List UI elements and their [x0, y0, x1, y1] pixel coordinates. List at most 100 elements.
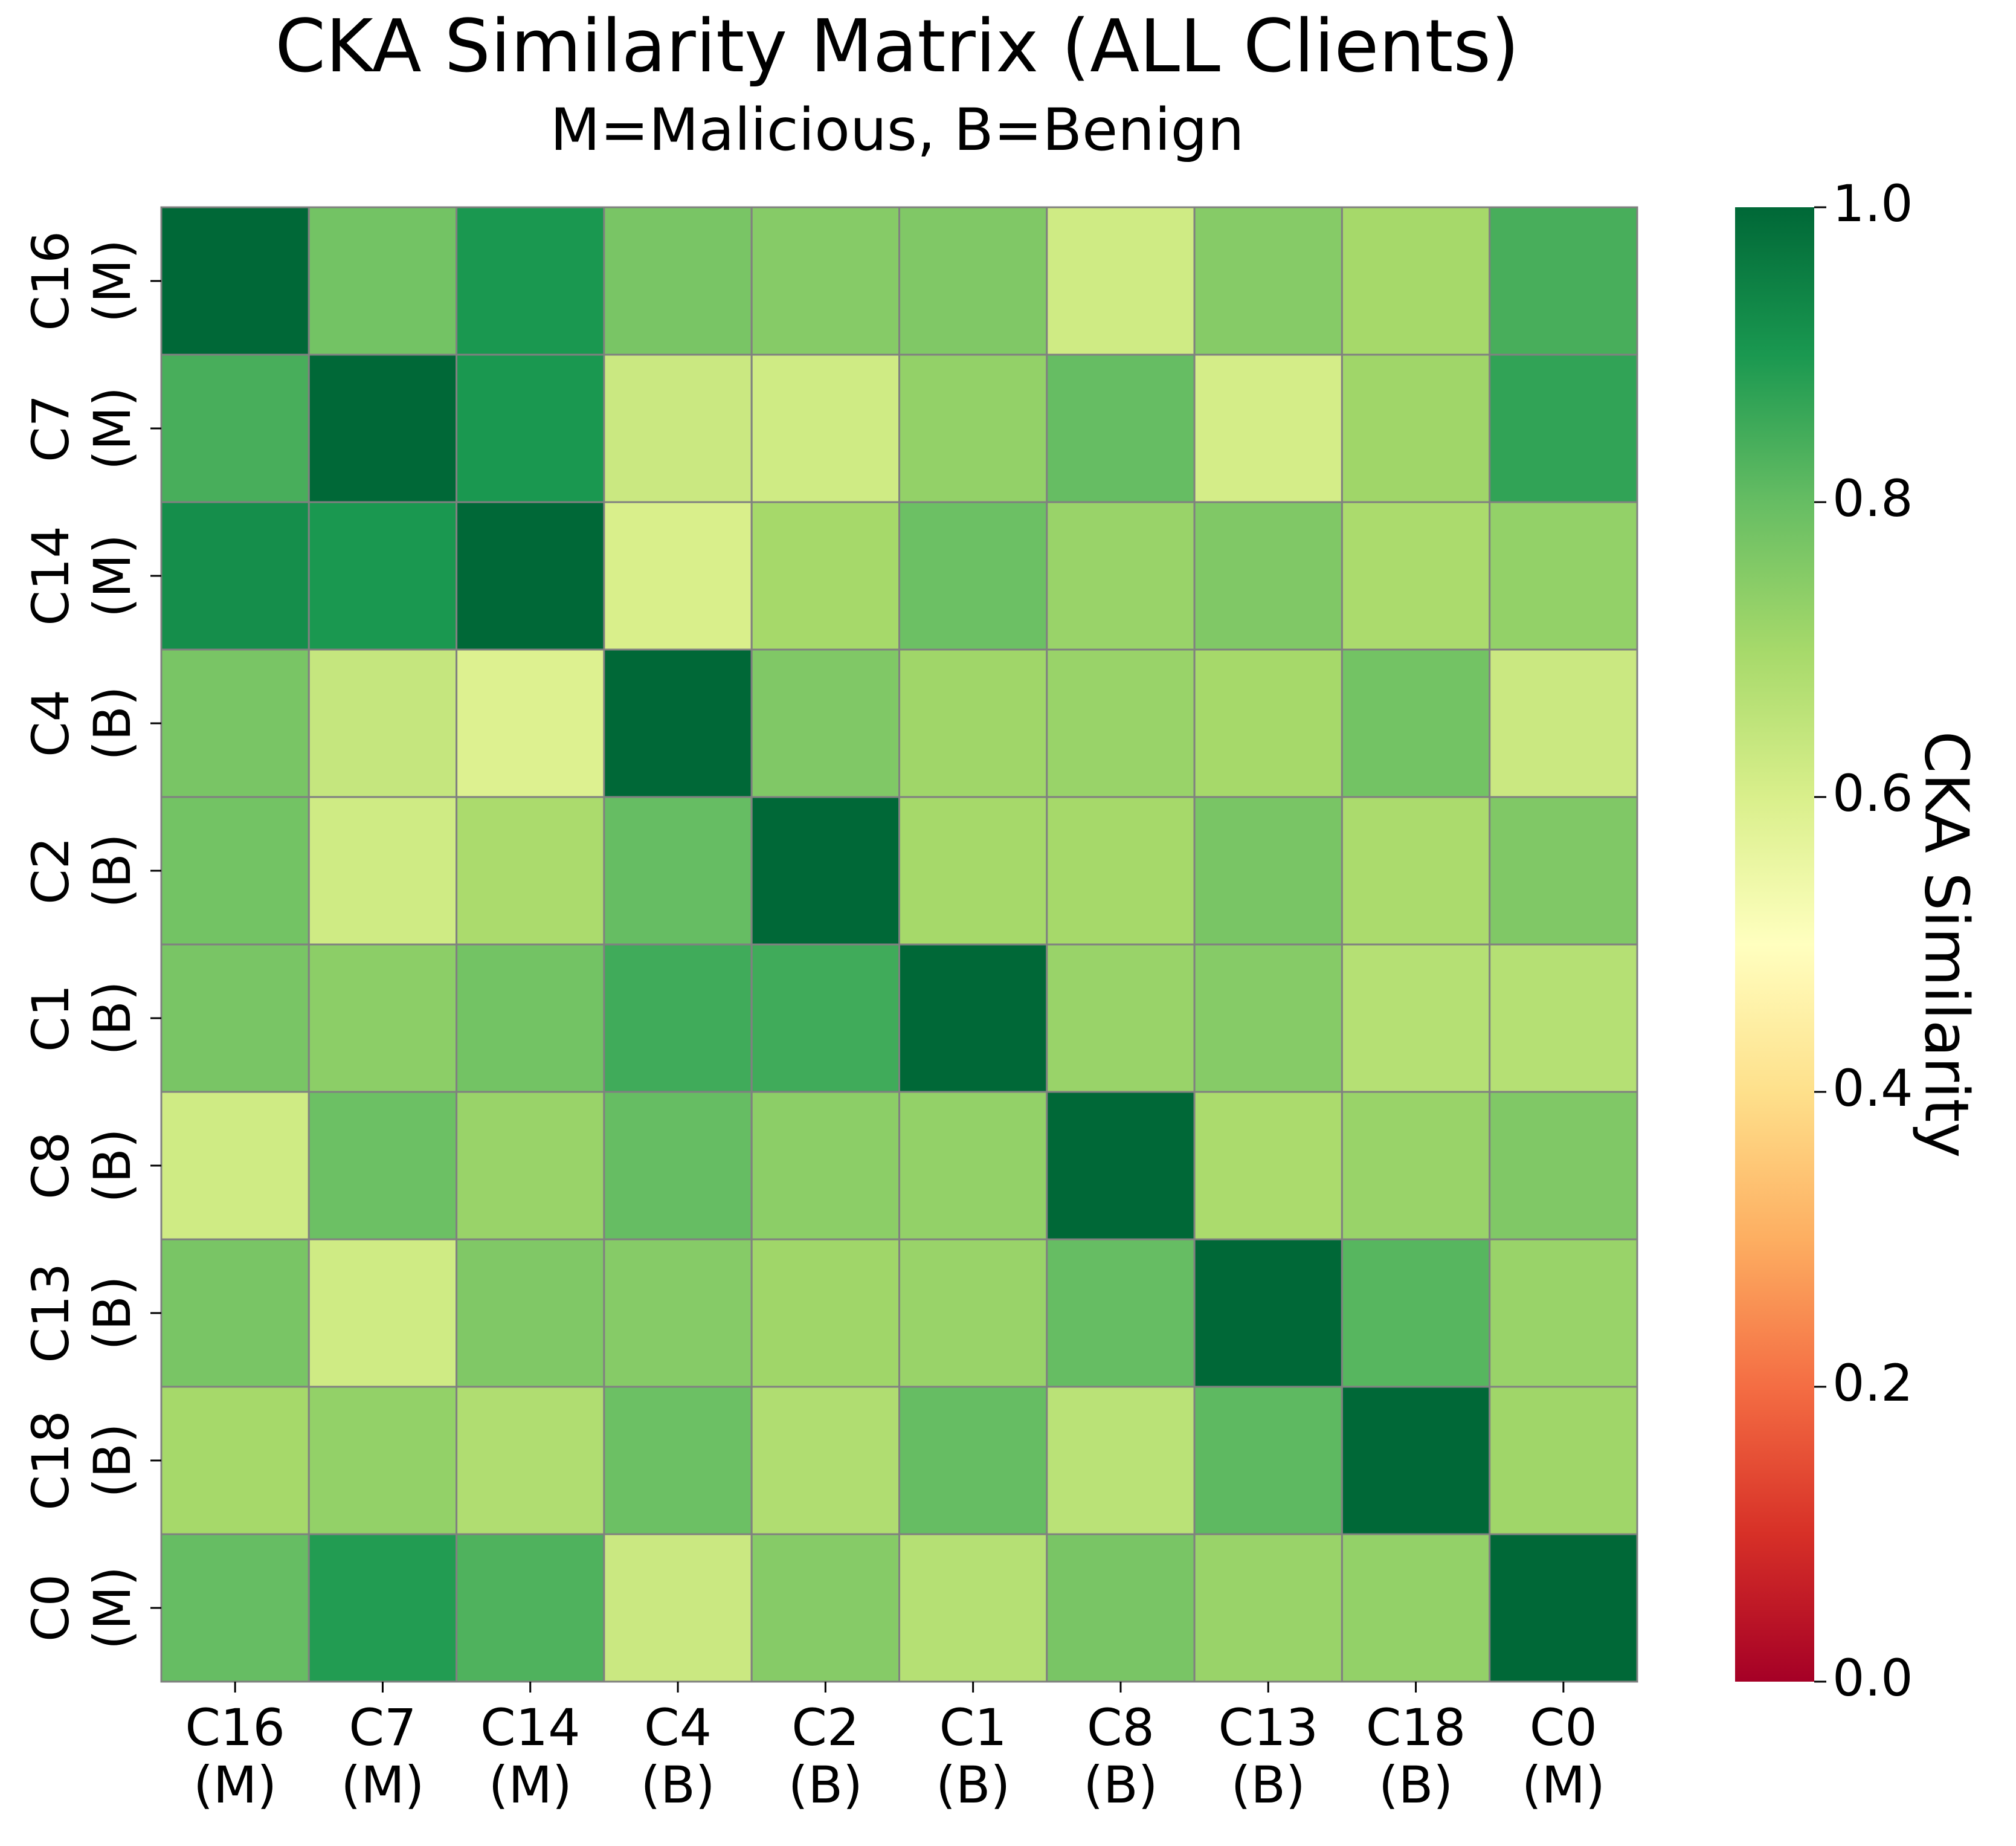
x-tick-label: C18	[1366, 1698, 1466, 1757]
y-tick-label: C18	[21, 1410, 80, 1511]
x-tick-label: C8	[1087, 1698, 1155, 1757]
heatmap-cell-C2-C4	[603, 796, 753, 946]
heatmap-cell-C18-C7	[308, 1386, 458, 1535]
x-axis-ticks: C16(M)C7(M)C14(M)C4(B)C2(B)C1(B)C8(B)C13…	[185, 1682, 1605, 1815]
heatmap-cell-C0-C13	[1193, 1533, 1343, 1683]
heatmap-cell-C2-C7	[308, 796, 458, 946]
heatmap-cell-C18-C0	[1489, 1386, 1638, 1535]
y-tick-label: C7	[21, 395, 80, 462]
heatmap-cell-C4-C0	[1489, 648, 1638, 798]
heatmap-cell-C7-C0	[1489, 353, 1638, 503]
x-tick-group: (B)	[640, 1755, 715, 1815]
x-tick-group: (M)	[341, 1755, 424, 1815]
heatmap-cell-C0-C16	[160, 1533, 310, 1683]
y-tick-group: (M)	[83, 1566, 142, 1650]
heatmap-cell-C0-C14	[456, 1533, 605, 1683]
heatmap-cell-C1-C2	[750, 943, 900, 1093]
heatmap-cell-C13-C2	[750, 1238, 900, 1388]
heatmap-cell-C16-C7	[308, 206, 458, 356]
heatmap-cell-C18-C8	[1046, 1386, 1196, 1535]
colorbar-tick-label: 0.6	[1832, 764, 1913, 823]
y-axis-ticks: C16 (M)C7 (M)C14 (M)C4 (B)C2 (B)C1 (B)C8 (B)C13…	[21, 231, 161, 1650]
heatmap-cell-C0-C8	[1046, 1533, 1196, 1683]
heatmap-cell-C14-C14	[456, 501, 605, 651]
heatmap-cell-C8-C4	[603, 1091, 753, 1241]
y-tick-label: C16	[21, 231, 80, 331]
heatmap-cell-C16-C14	[456, 206, 605, 356]
heatmap-cell-C14-C16	[160, 501, 310, 651]
heatmap-cell-C16-C2	[750, 206, 900, 356]
x-tick-label: C13	[1218, 1698, 1318, 1757]
x-tick-label: C7	[349, 1698, 416, 1757]
heatmap-cell-C4-C13	[1193, 648, 1343, 798]
colorbar-label: CKA Similarity	[1911, 731, 1982, 1158]
heatmap-cell-C4-C16	[160, 648, 310, 798]
chart-subtitle: M=Malicious, B=Benign	[550, 96, 1245, 164]
colorbar-ticks: 0.0 0.2 0.4 0.6 0.8 1.0	[1814, 174, 1913, 1708]
heatmap-cell-C16-C0	[1489, 206, 1638, 356]
heatmap-cell-C8-C1	[898, 1091, 1048, 1241]
x-tick-group: (M)	[193, 1755, 277, 1815]
heatmap-cell-C0-C0	[1489, 1533, 1638, 1683]
heatmap-cell-C2-C8	[1046, 796, 1196, 946]
heatmap-cell-C1-C8	[1046, 943, 1196, 1093]
heatmap-cell-C13-C14	[456, 1238, 605, 1388]
y-tick-label: C1	[21, 984, 80, 1052]
heatmap-cell-C8-C0	[1489, 1091, 1638, 1241]
heatmap-cell-C7-C2	[750, 353, 900, 503]
heatmap-cell-C0-C2	[750, 1533, 900, 1683]
heatmap-cell-C14-C0	[1489, 501, 1638, 651]
y-tick-group: (M)	[83, 534, 142, 618]
heatmap-cell-C7-C4	[603, 353, 753, 503]
heatmap-cell-C4-C1	[898, 648, 1048, 798]
heatmap-cell-C7-C13	[1193, 353, 1343, 503]
heatmap-cells	[160, 206, 1638, 1683]
heatmap-cell-C1-C0	[1489, 943, 1638, 1093]
heatmap-cell-C7-C16	[160, 353, 310, 503]
x-tick-group: (M)	[489, 1755, 572, 1815]
x-tick-label: C14	[480, 1698, 581, 1757]
y-tick-group: (B)	[83, 1276, 142, 1350]
heatmap-cell-C8-C18	[1341, 1091, 1491, 1241]
heatmap-cell-C4-C7	[308, 648, 458, 798]
heatmap-cell-C0-C7	[308, 1533, 458, 1683]
heatmap-cell-C7-C8	[1046, 353, 1196, 503]
heatmap-cell-C7-C14	[456, 353, 605, 503]
heatmap-cell-C13-C8	[1046, 1238, 1196, 1388]
x-tick-group: (B)	[788, 1755, 863, 1815]
heatmap-cell-C1-C4	[603, 943, 753, 1093]
chart-title: CKA Similarity Matrix (ALL Clients)	[275, 5, 1519, 89]
heatmap-cell-C8-C2	[750, 1091, 900, 1241]
heatmap-cell-C2-C16	[160, 796, 310, 946]
heatmap-cell-C1-C1	[898, 943, 1048, 1093]
heatmap-cell-C14-C18	[1341, 501, 1491, 651]
heatmap-cell-C16-C1	[898, 206, 1048, 356]
heatmap-cell-C0-C18	[1341, 1533, 1491, 1683]
heatmap-cell-C16-C8	[1046, 206, 1196, 356]
heatmap-cell-C7-C18	[1341, 353, 1491, 503]
heatmap-cell-C4-C8	[1046, 648, 1196, 798]
heatmap-cell-C14-C1	[898, 501, 1048, 651]
heatmap-cell-C1-C18	[1341, 943, 1491, 1093]
y-tick-label: C2	[21, 837, 80, 905]
heatmap-cell-C14-C2	[750, 501, 900, 651]
y-tick-group: (B)	[83, 1128, 142, 1202]
heatmap-cell-C4-C4	[603, 648, 753, 798]
x-tick-group: (B)	[1083, 1755, 1158, 1815]
heatmap-cell-C0-C4	[603, 1533, 753, 1683]
heatmap-cell-C13-C0	[1489, 1238, 1638, 1388]
x-tick-group: (B)	[1231, 1755, 1306, 1815]
colorbar-tick-label: 0.2	[1832, 1354, 1913, 1413]
heatmap-cell-C14-C8	[1046, 501, 1196, 651]
heatmap-cell-C13-C4	[603, 1238, 753, 1388]
heatmap-cell-C18-C16	[160, 1386, 310, 1535]
colorbar-tick-label: 0.8	[1832, 469, 1913, 528]
y-tick-group: (B)	[83, 833, 142, 908]
heatmap-cell-C13-C18	[1341, 1238, 1491, 1388]
heatmap-cell-C7-C1	[898, 353, 1048, 503]
heatmap-cell-C8-C16	[160, 1091, 310, 1241]
x-tick-label: C1	[939, 1698, 1007, 1757]
x-tick-group: (B)	[1379, 1755, 1453, 1815]
heatmap-cell-C4-C2	[750, 648, 900, 798]
